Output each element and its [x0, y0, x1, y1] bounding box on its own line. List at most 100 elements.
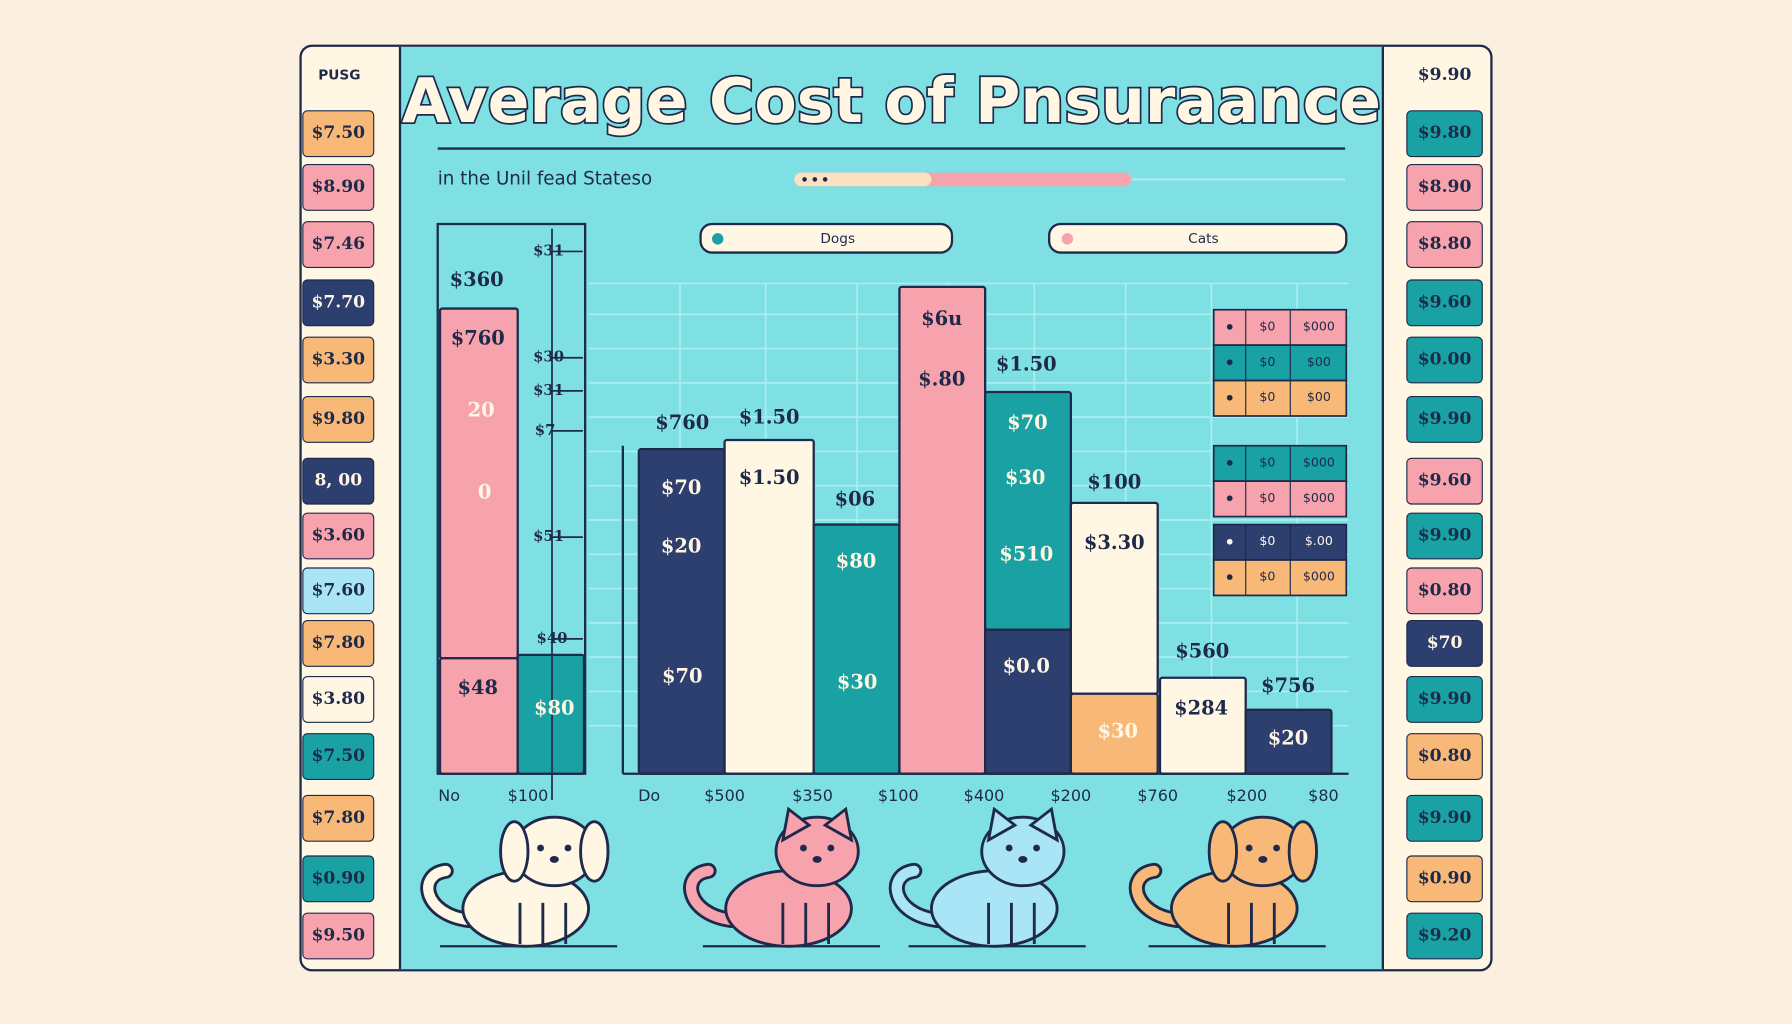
- sidebar-chip: [1406, 733, 1483, 780]
- sidebar-label: $9.90: [1418, 525, 1472, 545]
- sidebar-label: $3.60: [311, 525, 365, 545]
- bar-label: $48: [457, 676, 498, 699]
- sidebar-chip: [302, 512, 375, 560]
- sidebar-chip: [302, 567, 375, 615]
- pet-head: [774, 815, 860, 888]
- title: Average Cost of Pnsuraance: [402, 65, 1381, 137]
- legend-label: Dogs: [820, 231, 855, 247]
- bar-label: $6u: [921, 307, 962, 330]
- sidebar-chip: [302, 164, 375, 211]
- x-label: $350: [792, 786, 833, 805]
- bar-label: $30: [1097, 720, 1138, 743]
- table-cell: $0: [1259, 569, 1275, 584]
- pet-nose: [1258, 856, 1268, 863]
- subtitle: in the Unil fead Stateso: [438, 168, 652, 189]
- bar: [898, 285, 987, 775]
- sidebar-label: $0.00: [1418, 350, 1472, 370]
- sidebar-chip: [302, 912, 375, 960]
- bar-label: $760: [451, 326, 505, 349]
- sidebar-label: $3.80: [311, 689, 365, 709]
- sidebar-label: $7.70: [311, 292, 365, 312]
- sidebar-chip: [302, 279, 375, 327]
- legend-item: [1047, 222, 1348, 254]
- legend-swatch: [1061, 233, 1074, 245]
- pet-ear: [579, 820, 610, 883]
- table-cell: $0: [1259, 389, 1275, 404]
- table-dot: [1226, 495, 1233, 502]
- x-label: No: [438, 786, 460, 805]
- axis-label: $40: [536, 629, 567, 647]
- sidebar-chip: [302, 457, 375, 505]
- table-cell: $000: [1303, 490, 1335, 505]
- axis-label: $31: [533, 241, 564, 259]
- pet-nose: [1018, 856, 1028, 863]
- pet-nose: [549, 856, 559, 863]
- bar-label: $80: [836, 549, 877, 572]
- sidebar-label: $9.80: [1418, 123, 1472, 143]
- sidebar-chip: [1406, 620, 1483, 667]
- sidebar-chip: [302, 733, 375, 780]
- bar-label: $1.50: [739, 466, 800, 489]
- pet-ear: [986, 806, 1018, 843]
- x-label: $400: [964, 786, 1005, 805]
- sidebar-chip: [1406, 457, 1483, 505]
- table-row: [1212, 559, 1348, 597]
- bar: [723, 438, 815, 775]
- bar-label: $760: [655, 411, 709, 434]
- dot: [822, 177, 828, 182]
- sidebar-chip: [1406, 279, 1483, 327]
- bar: [516, 653, 586, 775]
- x-label: $80: [1308, 786, 1339, 805]
- sidebar-label: $9.90: [1418, 808, 1472, 828]
- dot: [802, 177, 807, 182]
- table-row: [1212, 344, 1348, 382]
- bar-label: $.80: [918, 368, 965, 391]
- x-label: $200: [1226, 786, 1267, 805]
- sidebar-chip: [302, 336, 375, 384]
- bar-label: $3.30: [1084, 531, 1145, 554]
- pet-nose: [812, 856, 822, 863]
- sidebar-label: $7.80: [311, 808, 365, 828]
- sidebar-chip: [1406, 855, 1483, 903]
- sidebar-label: $0.80: [1418, 580, 1472, 600]
- pet-ear: [1207, 820, 1238, 883]
- table-cell: $000: [1303, 318, 1335, 333]
- sidebar-label: $7.46: [311, 234, 365, 254]
- table-row: [1212, 379, 1348, 417]
- sidebar-label: $9.50: [311, 926, 365, 946]
- pet-eye: [537, 844, 544, 852]
- sidebar-label: $9.90: [1418, 689, 1472, 709]
- bar: [1158, 676, 1247, 775]
- pet-ear: [499, 820, 530, 883]
- table-dot: [1226, 574, 1233, 580]
- bar-label: $510: [999, 542, 1053, 565]
- sidebar-header: $9.90: [1418, 65, 1472, 85]
- bar-label: $284: [1174, 697, 1228, 720]
- bar-label: $70: [661, 476, 702, 499]
- sidebar-chip: [1406, 110, 1483, 158]
- table-cell: $0: [1259, 318, 1275, 333]
- bar-label: $20: [661, 534, 702, 557]
- table-cell: $0: [1259, 354, 1275, 369]
- legend-label: Cats: [1188, 231, 1218, 247]
- table-cell: $000: [1303, 454, 1335, 469]
- sidebar-chip: [302, 855, 375, 903]
- sidebar-label: $9.80: [311, 409, 365, 429]
- sidebar-chip: [1406, 395, 1483, 443]
- table-cell: $0: [1259, 490, 1275, 505]
- sidebar-chip: [1406, 512, 1483, 560]
- bar-label: $70: [1007, 411, 1048, 434]
- pet-eye: [800, 844, 807, 852]
- pet-head: [980, 815, 1066, 888]
- pet-tail: [423, 865, 474, 926]
- bar-label: $100: [1087, 470, 1141, 493]
- sidebar-label: $8.80: [1418, 234, 1472, 254]
- table-dot: [1226, 359, 1233, 366]
- sidebar-chip: [1406, 567, 1483, 615]
- sidebar-chip: [1406, 794, 1483, 842]
- bar-label: $1.50: [739, 405, 800, 428]
- sidebar-header: PUSG: [318, 67, 360, 83]
- bar-label: $0.0: [1003, 654, 1050, 677]
- sidebar-chip: [302, 794, 375, 842]
